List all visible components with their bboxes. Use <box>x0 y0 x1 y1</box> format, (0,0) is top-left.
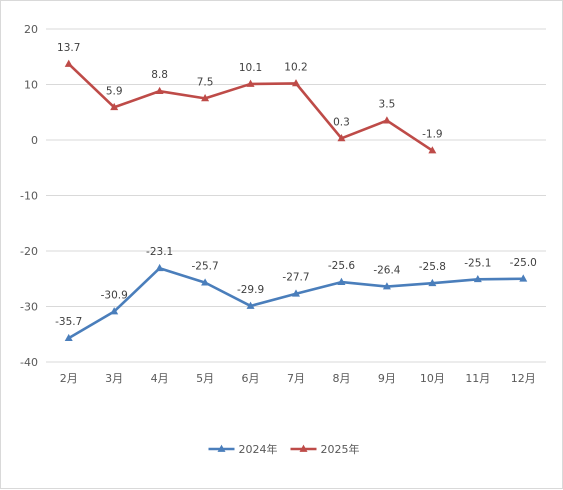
data-point-marker <box>473 274 482 283</box>
data-point-marker <box>64 333 73 342</box>
y-tick-label: 20 <box>24 23 38 36</box>
data-point-marker <box>246 301 255 309</box>
data-point-marker <box>292 79 300 87</box>
data-label: 10.2 <box>284 61 307 73</box>
data-point-marker <box>382 282 391 290</box>
y-axis-tick-labels: 20 10 0 -10 -20 -30 -40 <box>20 23 38 369</box>
y-tick-label: -30 <box>20 301 38 314</box>
gridlines <box>46 28 546 363</box>
y-tick-label: -10 <box>20 190 38 203</box>
data-point-marker <box>201 94 210 102</box>
x-tick-label: 8月 <box>332 372 350 385</box>
data-label: -27.7 <box>282 272 309 284</box>
legend-marker <box>217 444 226 452</box>
data-label: 0.3 <box>333 116 350 128</box>
x-tick-label: 7月 <box>287 372 305 385</box>
x-axis-tick-labels: 2月 3月 4月 5月 6月 7月 8月 9月 10月 11月 12月 <box>60 372 536 385</box>
data-point-marker <box>337 277 346 285</box>
data-label: -1.9 <box>422 129 443 141</box>
data-label: 10.1 <box>239 62 262 74</box>
data-label: 8.8 <box>151 69 168 81</box>
data-label: -30.9 <box>101 289 128 301</box>
legend-label: 2024年 <box>239 442 278 456</box>
data-label: 7.5 <box>197 76 214 88</box>
data-label: -25.6 <box>328 260 355 272</box>
y-tick-label: 10 <box>24 79 38 92</box>
legend: 2024年 2025年 <box>208 442 360 456</box>
data-point-marker <box>292 289 300 297</box>
data-point-marker <box>155 263 164 272</box>
data-label: -29.9 <box>237 284 264 296</box>
data-label: -25.7 <box>192 261 219 273</box>
x-tick-label: 5月 <box>196 372 214 385</box>
data-point-marker <box>519 274 528 282</box>
legend-item-1: 2025年 <box>290 442 360 456</box>
x-tick-label: 4月 <box>151 372 169 385</box>
data-label: -35.7 <box>55 316 82 328</box>
data-labels: -35.7 -30.9 -23.1 -25.7 -29.9 -27.7 -25.6 -26.4… <box>55 42 537 328</box>
y-tick-label: -40 <box>20 356 38 369</box>
legend-label: 2025年 <box>321 442 360 456</box>
data-point-marker <box>428 146 437 154</box>
x-tick-label: 11月 <box>465 372 490 385</box>
data-label: -25.8 <box>419 261 446 273</box>
x-tick-label: 12月 <box>511 372 536 385</box>
x-tick-label: 2月 <box>60 372 78 385</box>
y-tick-label: -20 <box>20 245 38 258</box>
data-point-marker <box>155 86 164 95</box>
x-tick-label: 6月 <box>242 372 260 385</box>
data-point-marker <box>64 59 73 67</box>
y-tick-label: 0 <box>31 134 38 147</box>
data-point-marker <box>428 278 437 287</box>
data-label: -25.0 <box>510 257 537 269</box>
data-point-marker <box>110 307 119 315</box>
legend-marker <box>299 444 308 452</box>
data-label: 5.9 <box>106 85 123 97</box>
data-label: -26.4 <box>373 265 400 277</box>
x-tick-label: 3月 <box>105 372 123 385</box>
data-label: 13.7 <box>57 42 80 54</box>
x-tick-label: 9月 <box>378 372 396 385</box>
data-label: -25.1 <box>464 257 491 269</box>
data-point-marker <box>382 116 391 124</box>
data-point-marker <box>110 102 119 111</box>
data-label: 3.5 <box>379 99 396 111</box>
data-point-marker <box>337 134 346 142</box>
legend-item-0: 2024年 <box>208 442 278 456</box>
series-lines <box>64 59 528 342</box>
series-0 <box>64 263 528 342</box>
x-tick-label: 10月 <box>420 372 445 385</box>
data-point-marker <box>246 79 255 87</box>
series-1 <box>64 59 437 154</box>
data-label: -23.1 <box>146 246 173 258</box>
data-point-marker <box>201 278 210 286</box>
